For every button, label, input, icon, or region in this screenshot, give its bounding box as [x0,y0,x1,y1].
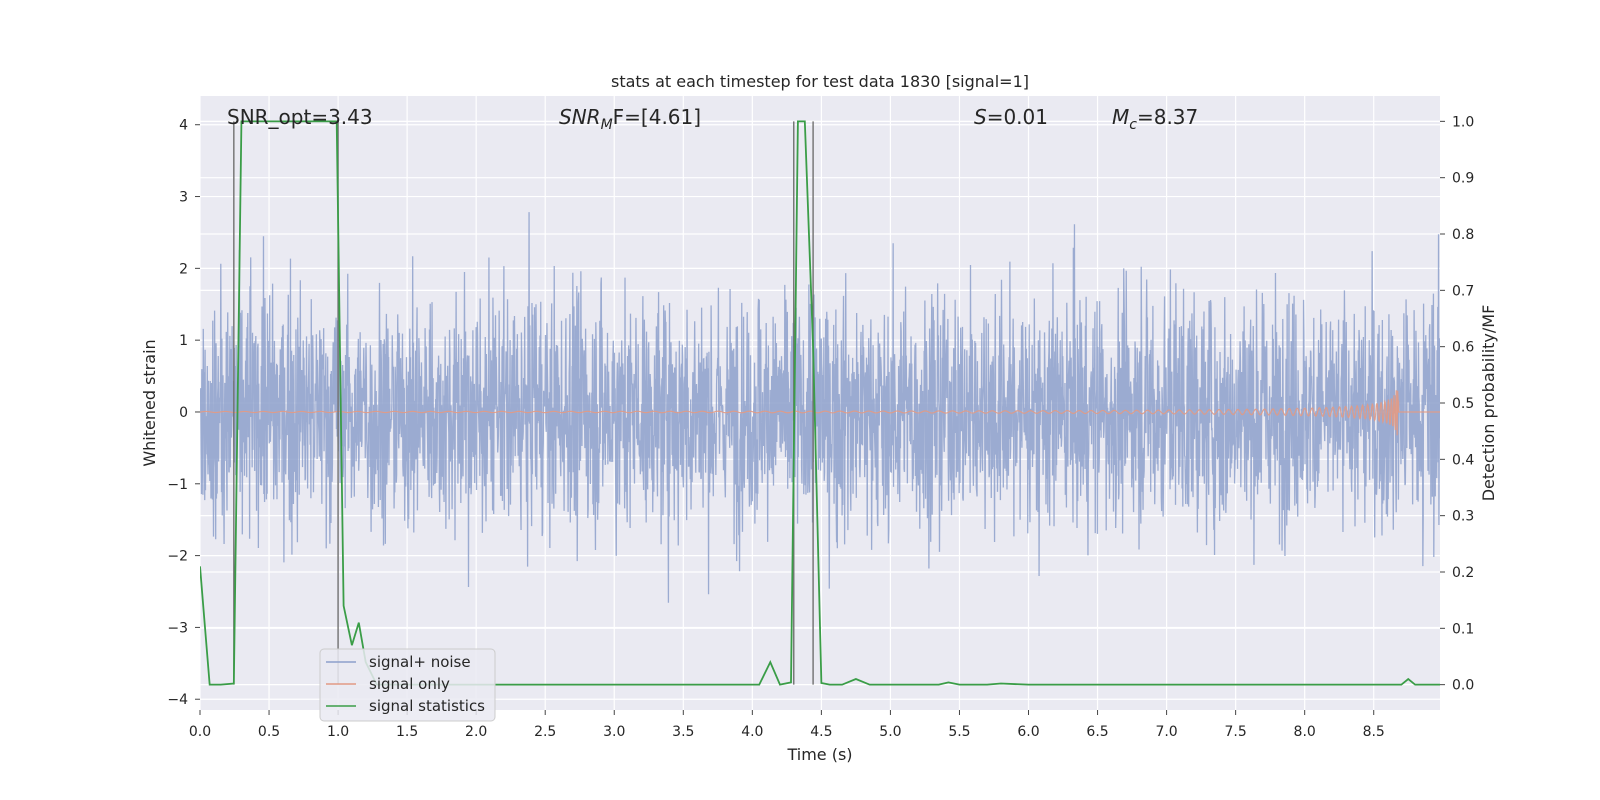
x-tick-label: 7.0 [1155,724,1177,740]
x-tick-label: 6.5 [1086,724,1108,740]
x-tick-label: 2.5 [534,724,556,740]
legend-label-noise: signal+ noise [369,653,471,671]
annotation-mc: Mc=8.37 [1112,105,1198,133]
legend-label-signal: signal only [369,675,450,693]
legend-label-stats: signal statistics [369,697,485,715]
annotation-snr-mf: SNRMF=[4.61] [559,105,701,133]
y-left-tick-label: −3 [167,620,188,636]
x-tick-label: 3.0 [603,724,625,740]
legend: signal+ noise signal only signal statist… [319,648,496,722]
x-tick-label: 7.5 [1225,724,1247,740]
x-tick-label: 8.5 [1363,724,1385,740]
x-tick-label: 6.0 [1017,724,1039,740]
y-right-ticks: 1.0 0.9 0.8 0.7 0.6 0.5 0.4 0.3 0.2 0.1 0.0 [1440,114,1474,694]
x-tick-label: 8.0 [1294,724,1316,740]
stats-series [200,120,1440,686]
y-right-tick-label: 0.8 [1452,227,1474,243]
noise-trace [200,212,1440,603]
y-right-tick-label: 0.0 [1452,678,1474,694]
y-right-tick-label: 0.6 [1452,340,1474,356]
x-tick-label: 2.0 [465,724,487,740]
y-right-tick-label: 0.5 [1452,396,1474,412]
x-tick-label: 3.5 [672,724,694,740]
y-right-tick-label: 0.9 [1452,171,1474,187]
stats-trace [200,120,1440,686]
y-left-tick-label: 3 [179,190,188,206]
x-tick-label: 4.0 [741,724,763,740]
x-tick-label: 5.0 [879,724,901,740]
signal-trace [200,390,1440,436]
y-axis-label-left: Whitened strain [140,339,159,466]
y-right-tick-label: 1.0 [1452,114,1474,130]
chart-title: stats at each timestep for test data 183… [611,72,1029,91]
y-right-tick-label: 0.4 [1452,452,1474,468]
y-right-tick-label: 0.3 [1452,509,1474,525]
y-right-tick-label: 0.2 [1452,565,1474,581]
y-left-tick-label: 1 [179,333,188,349]
x-tick-label: 5.5 [948,724,970,740]
y-right-tick-label: 0.1 [1452,621,1474,637]
signal-series [200,390,1440,436]
x-tick-label: 0.0 [189,724,211,740]
y-left-tick-label: 4 [179,118,188,134]
y-left-tick-label: −1 [167,477,188,493]
x-tick-label: 0.5 [258,724,280,740]
y-left-tick-label: 2 [179,261,188,277]
y-left-tick-label: −4 [167,692,188,708]
x-tick-label: 4.5 [810,724,832,740]
x-tick-label: 1.0 [327,724,349,740]
x-axis-label: Time (s) [786,745,852,764]
y-left-tick-label: −2 [167,549,188,565]
annotation-snr-opt: SNR_opt=3.43 [227,105,373,129]
y-left-tick-label: 0 [179,405,188,421]
x-ticks: 0.0 0.5 1.0 1.5 2.0 2.5 3.0 3.5 4.0 4.5 5.0 5.5 6.0 6… [189,710,1385,740]
y-right-tick-label: 0.7 [1452,283,1474,299]
y-left-ticks: 4 3 2 1 0 −1 −2 −3 −4 [167,118,200,708]
annotation-s: S=0.01 [974,105,1048,129]
x-tick-label: 1.5 [396,724,418,740]
y-axis-label-right: Detection probability/MF [1479,305,1498,502]
noise-series [200,212,1440,603]
legend-box [319,648,496,722]
